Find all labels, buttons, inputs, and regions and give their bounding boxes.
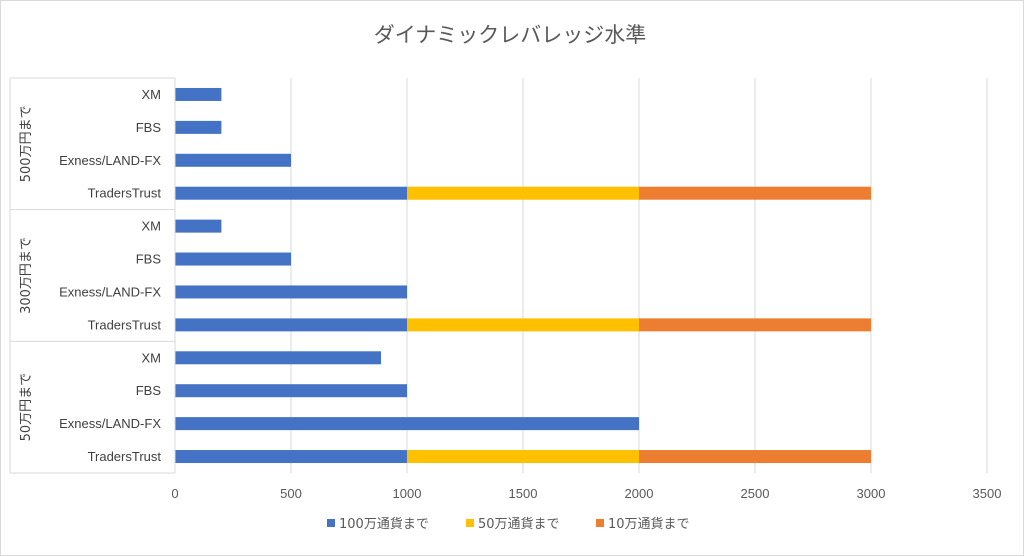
category-label: XM: [142, 350, 162, 365]
x-tick-label: 2500: [741, 486, 770, 501]
legend[interactable]: 100万通貨まで 50万通貨まで 10万通貨まで: [327, 516, 690, 532]
legend-item[interactable]: 10万通貨まで: [596, 516, 690, 532]
bar: [175, 351, 382, 365]
group-label: 300万円まで: [19, 237, 34, 314]
category-label: TradersTrust: [88, 186, 162, 201]
legend-label: 50万通貨まで: [478, 516, 560, 532]
bar: [175, 186, 407, 200]
bar: [175, 120, 222, 134]
legend-label: 100万通貨まで: [339, 516, 429, 532]
bar: [639, 318, 871, 332]
bar: [175, 384, 407, 398]
x-tick-label: 3000: [857, 486, 886, 501]
legend-item[interactable]: 50万通貨まで: [466, 516, 560, 532]
group-label: 500万円まで: [19, 105, 34, 182]
category-label: FBS: [136, 120, 162, 135]
gridlines: [290, 78, 988, 473]
category-label: FBS: [136, 383, 162, 398]
category-label: Exness/LAND-FX: [59, 153, 161, 168]
bar: [407, 450, 639, 464]
bars: [175, 87, 871, 464]
bar: [175, 87, 222, 101]
bar: [175, 450, 407, 464]
legend-swatch: [596, 519, 604, 527]
legend-swatch: [466, 519, 474, 527]
x-tick-label: 1000: [393, 486, 422, 501]
bar: [639, 186, 871, 200]
category-label: XM: [142, 219, 162, 234]
group-label: 50万円まで: [19, 373, 34, 442]
bar: [175, 219, 222, 233]
legend-item[interactable]: 100万通貨まで: [327, 516, 429, 532]
category-label: TradersTrust: [88, 317, 162, 332]
bar: [175, 153, 291, 167]
legend-swatch: [327, 519, 335, 527]
x-tick-label: 1500: [509, 486, 538, 501]
category-label: Exness/LAND-FX: [59, 284, 161, 299]
x-tick-label: 0: [171, 486, 178, 501]
chart-title: ダイナミックレバレッジ水準: [374, 23, 647, 47]
bar: [175, 318, 407, 332]
category-axis: XM FBS Exness/LAND-FX TradersTrust XM FBS Exne…: [9, 77, 176, 474]
category-label: Exness/LAND-FX: [59, 416, 161, 431]
legend-label: 10万通貨まで: [608, 516, 690, 532]
value-axis: 0 500 1000 1500 2000 2500 3000 3500: [171, 486, 1001, 501]
bar: [407, 318, 639, 332]
category-label: FBS: [136, 252, 162, 267]
x-tick-label: 500: [280, 486, 302, 501]
bar: [175, 285, 407, 299]
bar: [407, 186, 639, 200]
category-label: TradersTrust: [88, 449, 162, 464]
bar: [639, 450, 871, 464]
bar: [175, 417, 639, 431]
category-label: XM: [142, 87, 162, 102]
x-tick-label: 2000: [625, 486, 654, 501]
x-tick-label: 3500: [973, 486, 1002, 501]
bar: [175, 252, 291, 266]
